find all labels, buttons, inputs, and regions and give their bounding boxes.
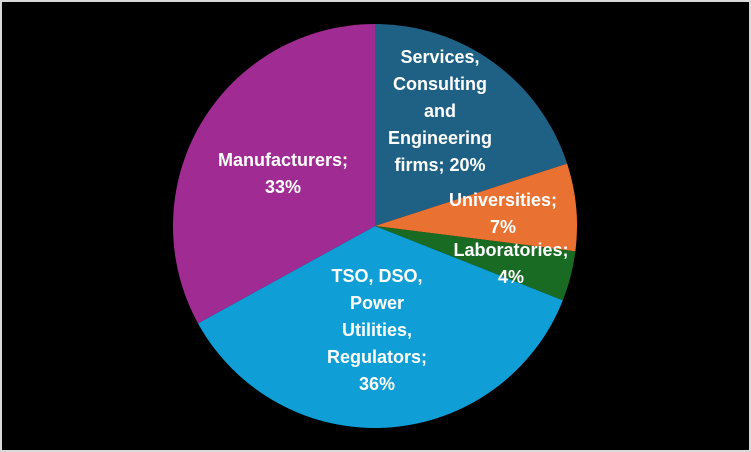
pie-slice-universities: [375, 163, 577, 252]
pie-slice-tso-dso-power-utilities-regulators: [197, 226, 563, 428]
pie-slice-laboratories: [375, 226, 576, 301]
label-line: 33%: [264, 177, 302, 197]
label-line: and: [423, 101, 457, 121]
label-line: Utilities,: [341, 320, 413, 340]
label-line: TSO, DSO,: [331, 266, 423, 286]
label-line: Manufacturers;: [217, 150, 349, 170]
data-label-services: Services, Consulting and Engineering fir…: [388, 44, 492, 179]
label-line: 7%: [489, 217, 517, 237]
label-line: 4%: [497, 267, 524, 287]
label-line: Power: [349, 293, 405, 313]
label-line: Laboratories;: [453, 240, 569, 260]
data-label-manufacturers: Manufacturers; 33%: [218, 147, 348, 201]
label-line: Engineering: [387, 128, 493, 148]
data-label-universities: Universities; 7%: [449, 187, 557, 241]
data-label-laboratories: Laboratories; 4%: [453, 237, 568, 291]
label-line: 36%: [358, 374, 396, 394]
data-label-tso: TSO, DSO, Power Utilities, Regulators; 3…: [327, 263, 427, 398]
label-line: Consulting: [393, 74, 487, 94]
label-line: Services,: [400, 47, 480, 67]
label-line: firms; 20%: [394, 155, 486, 175]
label-line: Universities;: [448, 190, 558, 210]
pie-slice-manufacturers: [172, 24, 375, 324]
label-line: Regulators;: [326, 347, 428, 367]
pie-slice-services-consulting-and-engineering-firms: [375, 24, 568, 226]
